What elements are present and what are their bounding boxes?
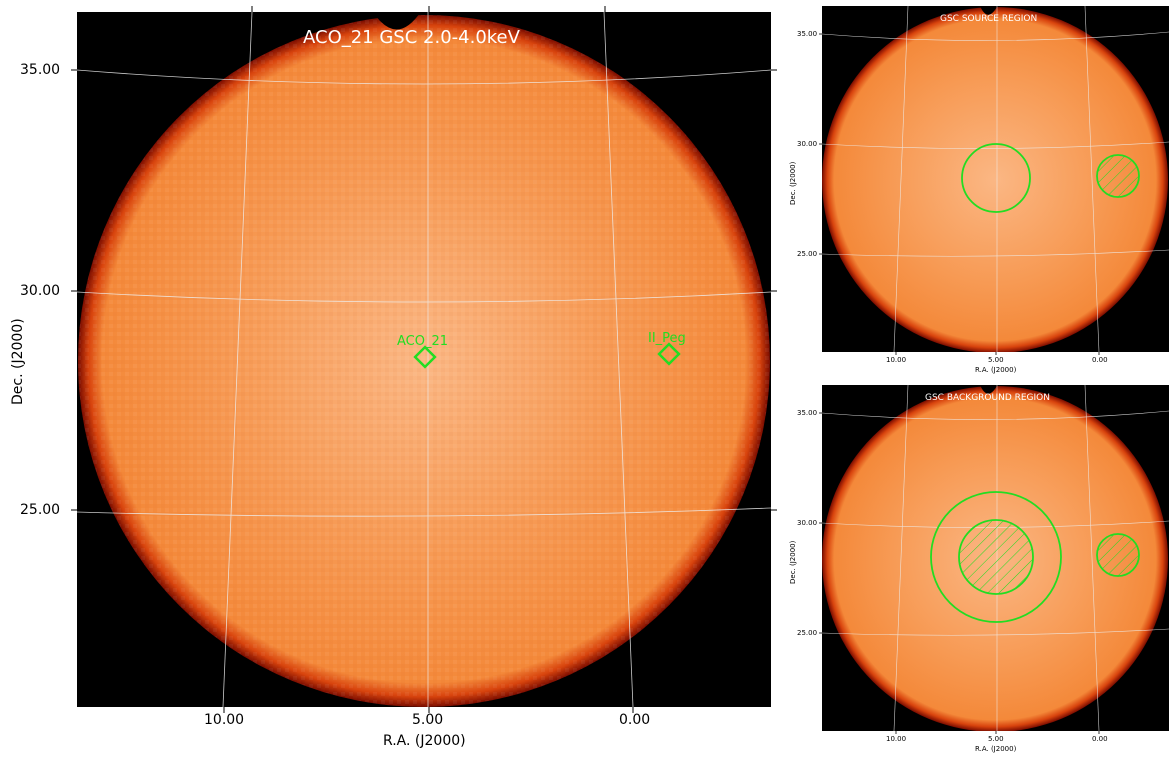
- background-xtick-10: 10.00: [886, 735, 907, 743]
- background-xlabel: R.A. (J2000): [975, 745, 1017, 753]
- main-ytick-35: 35.00: [20, 62, 61, 78]
- source-region-panel: GSC SOURCE REGION 35.00 30.00 25.00 10.0…: [780, 0, 1175, 380]
- background-annulus-inner[interactable]: [958, 519, 1034, 595]
- source-label-aco21: ACO_21: [397, 334, 449, 349]
- source-label-iipeg: II_Peg: [648, 331, 686, 346]
- source-region-circle[interactable]: [961, 143, 1031, 213]
- source-region-svg: [822, 6, 1169, 352]
- background-ytick-30: 30.00: [797, 519, 818, 527]
- background-ytick-35: 35.00: [797, 409, 818, 417]
- main-panel: ACO_21 GSC 2.0-4.0keV ACO_21 II_Peg 35.0…: [10, 6, 777, 749]
- background-ytick-25: 25.00: [797, 629, 818, 637]
- excluded-region-circle[interactable]: [1096, 154, 1140, 198]
- main-title: ACO_21 GSC 2.0-4.0keV: [303, 27, 520, 48]
- main-ytick-25: 25.00: [20, 502, 61, 518]
- background-region-title: GSC BACKGROUND REGION: [925, 393, 1050, 403]
- background-region-image: GSC BACKGROUND REGION: [822, 385, 1169, 731]
- source-xtick-0: 0.00: [1092, 356, 1108, 364]
- main-image-svg: [77, 12, 771, 707]
- source-ylabel: Dec. (J2000): [789, 161, 797, 205]
- background-xtick-0: 0.00: [1092, 735, 1108, 743]
- background-excluded-circle[interactable]: [1096, 533, 1140, 577]
- main-ylabel: Dec. (J2000): [10, 318, 26, 405]
- main-xtick-0: 0.00: [619, 712, 651, 728]
- source-ytick-35: 35.00: [797, 30, 818, 38]
- coordinate-grid: [77, 12, 771, 707]
- background-region-axes: [819, 412, 1100, 734]
- main-xtick-5: 5.00: [412, 712, 444, 728]
- source-region-title: GSC SOURCE REGION: [940, 14, 1038, 24]
- main-xtick-10: 10.00: [204, 712, 245, 728]
- main-xlabel: R.A. (J2000): [383, 733, 466, 749]
- background-region-panel: GSC BACKGROUND REGION 35.00 30.00 25.00 …: [780, 379, 1175, 758]
- background-xtick-5: 5.00: [988, 735, 1004, 743]
- source-ytick-25: 25.00: [797, 250, 818, 258]
- source-xlabel: R.A. (J2000): [975, 366, 1017, 374]
- source-xtick-10: 10.00: [886, 356, 907, 364]
- source-marker-aco21[interactable]: [413, 345, 437, 369]
- source-marker-iipeg[interactable]: [657, 342, 681, 366]
- background-ylabel: Dec. (J2000): [789, 540, 797, 584]
- source-region-axes: [819, 33, 1100, 355]
- main-axes: [71, 6, 777, 713]
- background-annulus-outer[interactable]: [930, 491, 1062, 623]
- main-ytick-30: 30.00: [20, 283, 61, 299]
- source-ytick-30: 30.00: [797, 140, 818, 148]
- source-xtick-5: 5.00: [988, 356, 1004, 364]
- main-image: ACO_21 GSC 2.0-4.0keV ACO_21 II_Peg: [77, 12, 771, 707]
- background-region-svg: [822, 385, 1169, 731]
- source-region-image: GSC SOURCE REGION: [822, 6, 1169, 352]
